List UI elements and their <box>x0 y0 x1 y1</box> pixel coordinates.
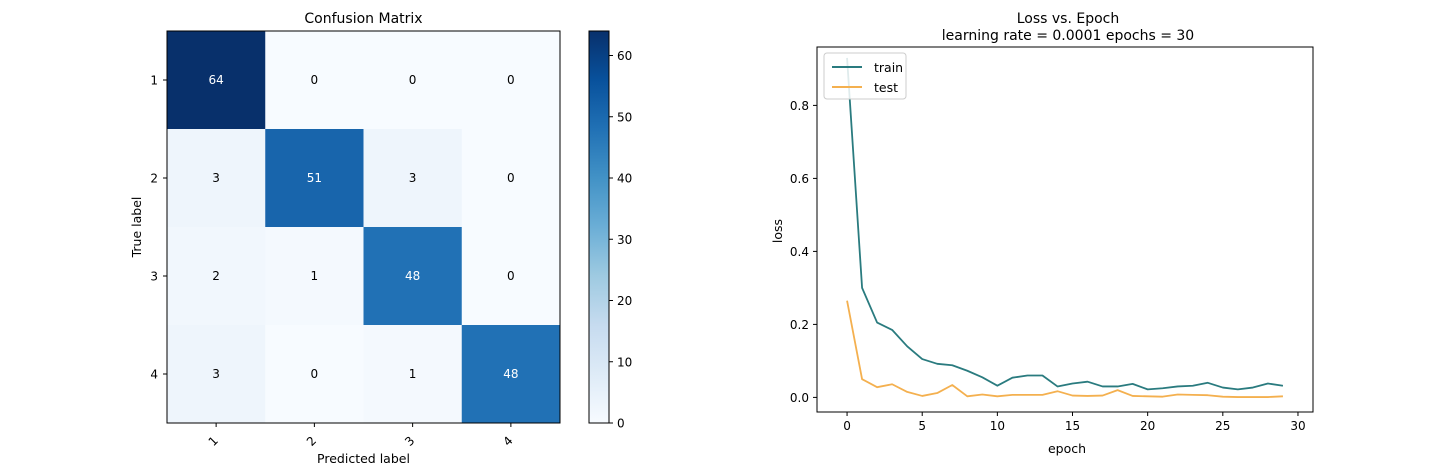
cm-cell-value: 1 <box>409 367 417 381</box>
cm-cell <box>461 129 561 228</box>
cm-cell-value: 2 <box>212 269 220 283</box>
loss-x-tick-label: 5 <box>918 419 926 433</box>
cm-cell-value: 48 <box>503 367 518 381</box>
cm-axes-frame <box>166 30 561 424</box>
cm-cell-value: 0 <box>409 73 417 87</box>
cm-cell-value: 0 <box>507 73 515 87</box>
cm-cell-value: 51 <box>307 171 322 185</box>
cm-cell-value: 48 <box>405 269 420 283</box>
cm-cell <box>461 227 561 326</box>
colorbar-tick-label: 50 <box>617 110 632 124</box>
loss-x-tick-label: 30 <box>1290 419 1305 433</box>
cm-title: Confusion Matrix <box>304 11 422 27</box>
cm-cell <box>167 227 266 326</box>
legend-test-label: test <box>874 80 898 95</box>
colorbar <box>588 30 610 424</box>
cm-cell <box>167 129 266 228</box>
loss-x-tick-label: 10 <box>990 419 1005 433</box>
cm-cell <box>363 31 463 130</box>
cm-x-ticks: 1 2 3 4 <box>206 423 516 449</box>
legend-train-label: train <box>874 60 903 75</box>
cm-cell-value: 3 <box>212 367 220 381</box>
loss-ylabel: loss <box>770 219 785 243</box>
cm-cells <box>167 31 561 424</box>
cm-x-tick-label: 1 <box>206 434 221 449</box>
cm-cell-value: 3 <box>409 171 417 185</box>
loss-x-tick-label: 25 <box>1215 419 1230 433</box>
loss-title: Loss vs. Epoch <box>1017 11 1120 27</box>
loss-x-ticks: 0 5 10 15 20 25 30 <box>843 412 1306 433</box>
colorbar-tick-label: 0 <box>617 417 625 431</box>
cm-cell <box>363 325 463 424</box>
cm-cell <box>461 31 561 130</box>
loss-x-tick-label: 15 <box>1065 419 1080 433</box>
cm-cell-value: 64 <box>208 73 223 87</box>
cm-cell <box>363 129 463 228</box>
colorbar-ticks: 0 10 20 30 40 50 60 <box>609 49 632 431</box>
colorbar-tick-label: 10 <box>617 355 632 369</box>
cm-x-tick-label: 2 <box>304 434 319 449</box>
cm-x-tick-label: 3 <box>402 434 417 449</box>
loss-x-tick-label: 20 <box>1140 419 1155 433</box>
cm-cell <box>167 325 266 424</box>
cm-x-tick-label: 4 <box>500 434 515 449</box>
cm-y-ticks: 1 2 3 4 <box>150 74 167 382</box>
loss-y-tick-label: 0.4 <box>790 245 809 259</box>
cm-cell <box>265 129 364 228</box>
loss-axes-frame <box>816 46 1314 413</box>
cm-cell <box>265 325 364 424</box>
loss-subtitle: learning rate = 0.0001 epochs = 30 <box>942 28 1194 44</box>
cm-cell-value: 0 <box>311 73 319 87</box>
cm-cell <box>167 31 266 130</box>
colorbar-tick-label: 40 <box>617 172 632 186</box>
loss-y-tick-label: 0.8 <box>790 99 809 113</box>
cm-cell-value: 3 <box>212 171 220 185</box>
loss-y-tick-label: 0.6 <box>790 172 809 186</box>
cm-cell-value: 0 <box>507 171 515 185</box>
cm-cell-labels: 64 0 0 0 3 51 3 0 2 1 48 0 3 0 1 48 <box>208 73 518 381</box>
cm-y-tick-label: 2 <box>150 172 158 186</box>
cm-ylabel: True label <box>129 197 144 259</box>
colorbar-tick-label: 30 <box>617 233 632 247</box>
cm-cell <box>265 31 364 130</box>
loss-x-tick-label: 0 <box>843 419 851 433</box>
cm-y-tick-label: 3 <box>150 270 158 284</box>
cm-y-tick-label: 4 <box>150 368 158 382</box>
loss-series-train-line <box>846 57 1284 391</box>
loss-series-test-line <box>846 300 1283 398</box>
cm-cell-value: 1 <box>311 269 319 283</box>
loss-xlabel: epoch <box>1048 441 1086 456</box>
cm-cell <box>461 325 561 424</box>
loss-line-chart: Loss vs. Epoch learning rate = 0.0001 ep… <box>770 11 1314 456</box>
cm-cell-value: 0 <box>507 269 515 283</box>
cm-y-tick-label: 1 <box>150 74 158 88</box>
cm-cell <box>265 227 364 326</box>
cm-cell <box>363 227 463 326</box>
loss-legend: train test <box>823 52 907 100</box>
loss-y-tick-label: 0.2 <box>790 318 809 332</box>
cm-cell-value: 0 <box>311 367 319 381</box>
colorbar-tick-label: 60 <box>617 49 632 63</box>
loss-y-ticks: 0.0 0.2 0.4 0.6 0.8 <box>790 99 817 405</box>
loss-lines <box>846 57 1284 398</box>
colorbar-tick-label: 20 <box>617 294 632 308</box>
cm-xlabel: Predicted label <box>317 451 410 466</box>
loss-y-tick-label: 0.0 <box>790 391 809 405</box>
